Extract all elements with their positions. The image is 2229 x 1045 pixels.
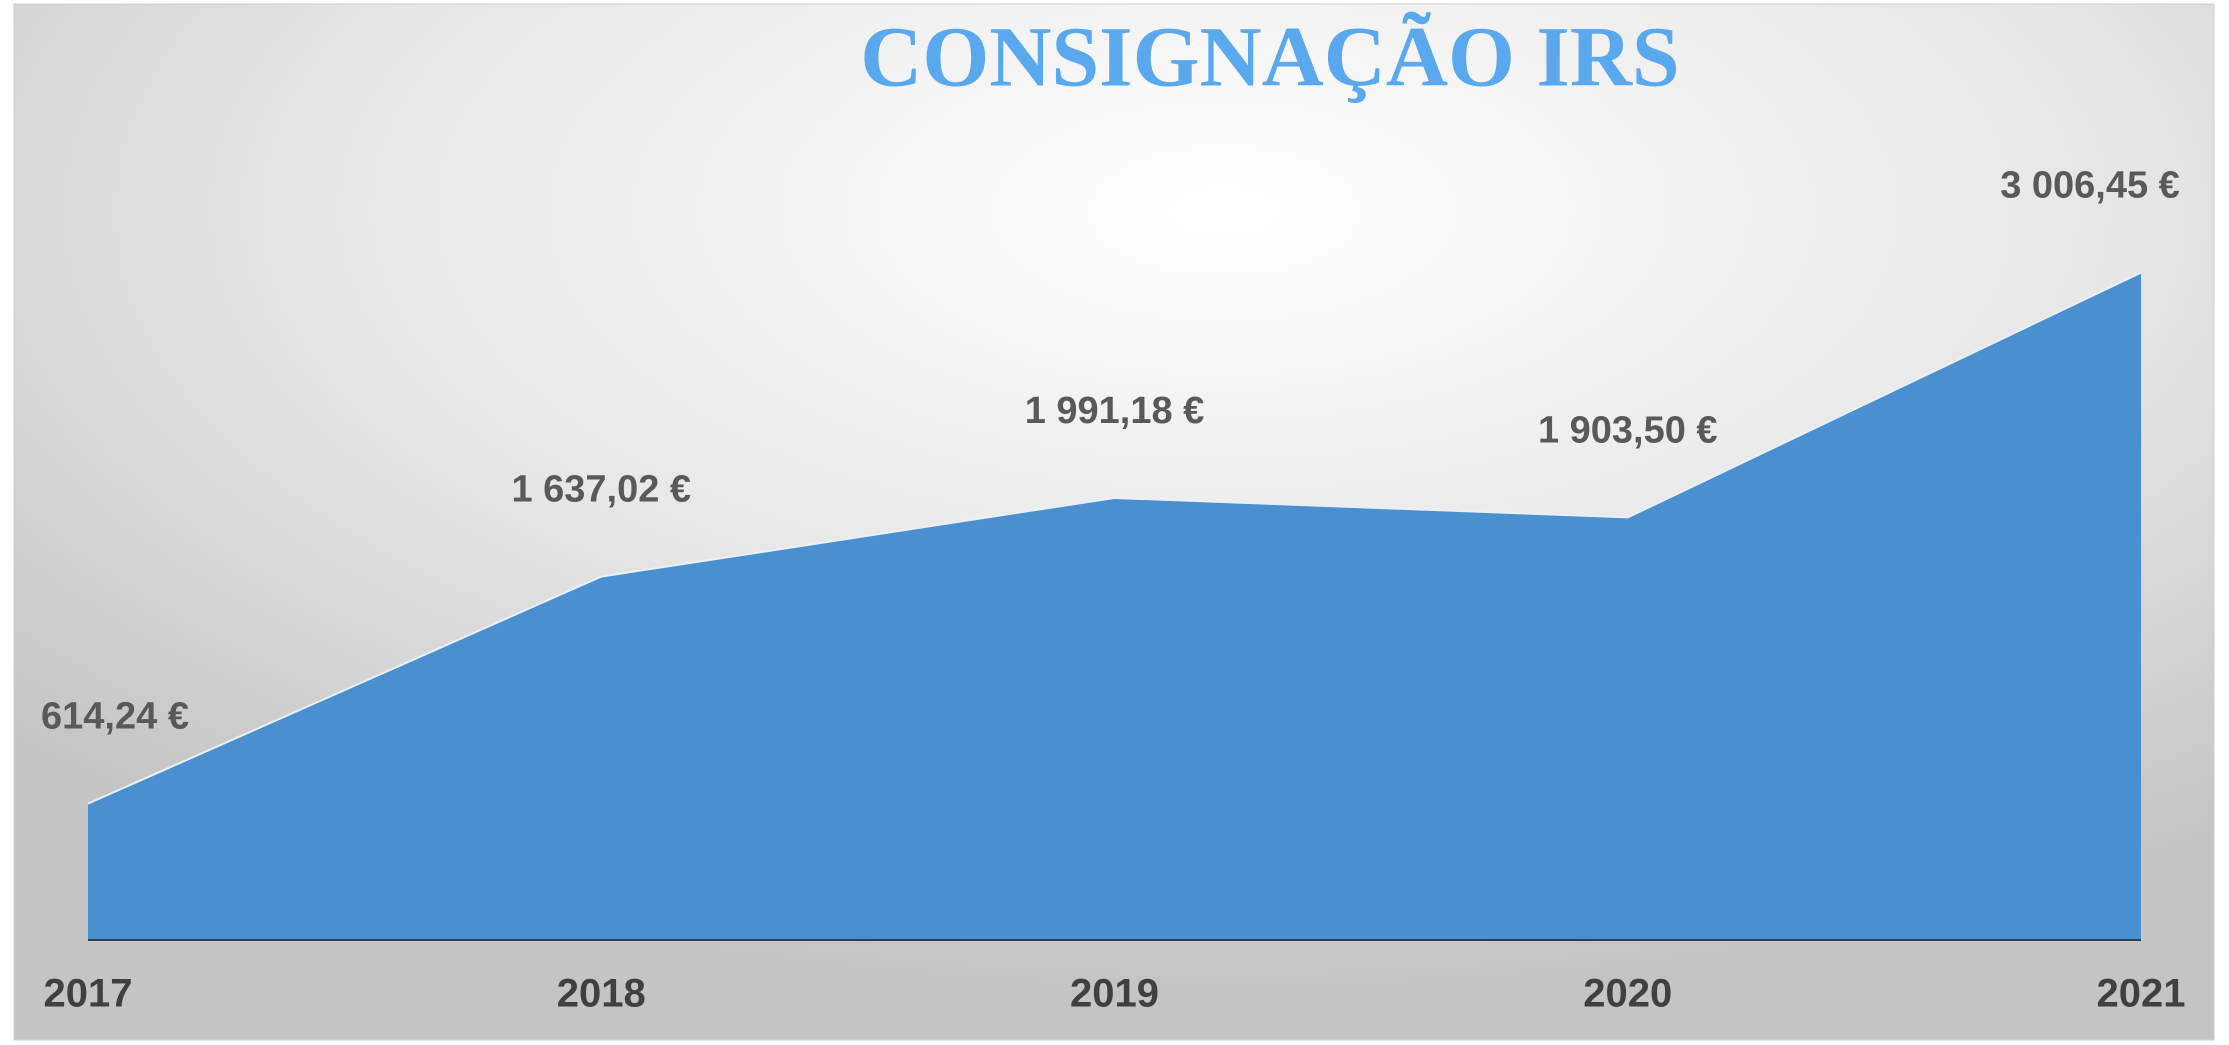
x-tick-label: 2018: [557, 972, 646, 1016]
value-label: 614,24 €: [41, 696, 189, 738]
value-label: 1 903,50 €: [1538, 409, 1718, 451]
area: [88, 272, 2141, 940]
x-tick-label: 2019: [1070, 972, 1159, 1016]
x-tick-label: 2017: [44, 972, 133, 1016]
chart-title: CONSIGNAÇÃO IRS: [860, 9, 1680, 105]
x-tick-label: 2020: [1583, 972, 1672, 1016]
area-edge: [87, 271, 2142, 805]
value-label: 1 991,18 €: [1025, 390, 1205, 432]
x-tick-label: 2021: [2097, 972, 2186, 1016]
value-label: 1 637,02 €: [511, 469, 691, 511]
value-label: 3 006,45 €: [2000, 165, 2180, 207]
